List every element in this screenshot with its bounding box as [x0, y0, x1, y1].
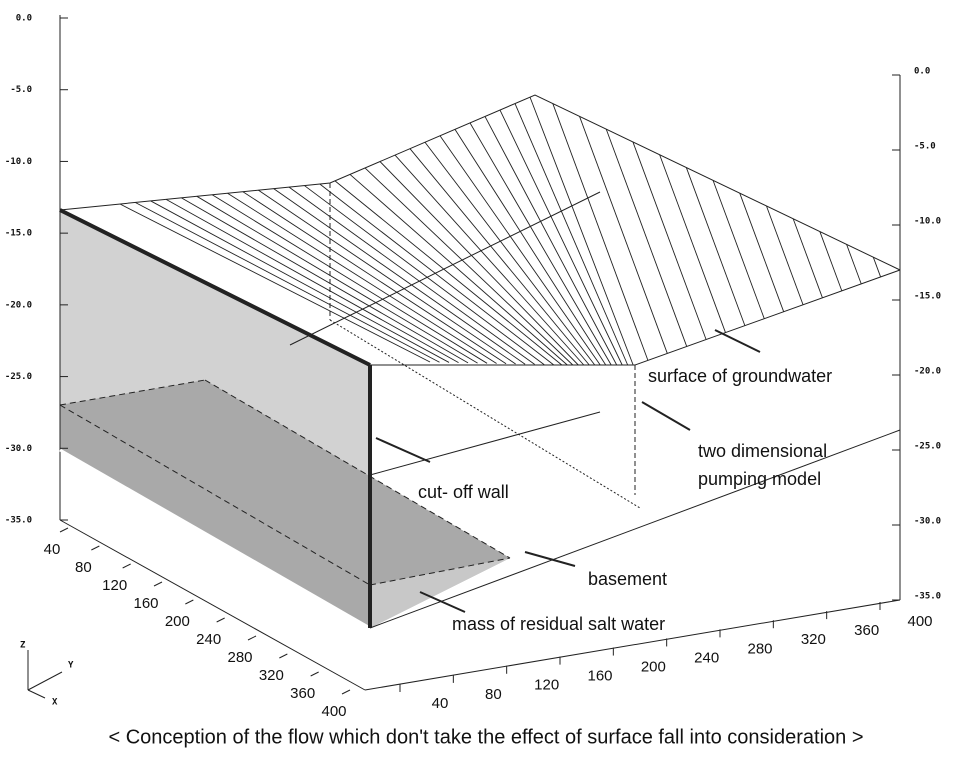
tick-label: 240 — [694, 649, 719, 666]
stripe — [335, 181, 562, 365]
icon-axis — [28, 672, 62, 690]
tick-label: -10.0 — [914, 217, 941, 227]
inner-line — [370, 412, 600, 475]
tick-label: 120 — [102, 577, 127, 594]
stripe — [500, 110, 622, 365]
tick-label: 200 — [641, 659, 666, 676]
annotation: surface of groundwater — [648, 366, 832, 386]
surface-back — [60, 95, 900, 270]
tick-mark — [311, 672, 319, 676]
stripe — [320, 184, 554, 365]
orient-z: Z — [20, 641, 26, 651]
tick-mark — [185, 600, 193, 604]
tick-label: -30.0 — [914, 517, 941, 527]
tick-label: 0.0 — [16, 14, 32, 24]
tick-label: 160 — [587, 668, 612, 685]
annotation: pumping model — [698, 469, 821, 489]
tick-label: -5.0 — [914, 142, 936, 152]
stripe — [350, 174, 567, 365]
arrow — [376, 438, 430, 462]
annotation: mass of residual salt water — [452, 614, 665, 634]
arrow — [642, 402, 690, 430]
stripe — [470, 123, 611, 365]
stripe — [395, 155, 584, 365]
tick-label: -35.0 — [914, 592, 941, 602]
tick-label: 320 — [801, 631, 826, 648]
tick-label: -25.0 — [914, 442, 941, 452]
tick-label: 360 — [290, 685, 315, 702]
tick-label: 40 — [432, 695, 449, 712]
tick-label: -15.0 — [5, 229, 32, 239]
orient-x: X — [52, 698, 58, 708]
tick-label: -20.0 — [914, 367, 941, 377]
tick-label: 280 — [747, 640, 772, 657]
tick-label: 0.0 — [914, 67, 930, 77]
tick-label: -10.0 — [5, 157, 32, 167]
tick-label: 200 — [165, 613, 190, 630]
tick-label: 80 — [485, 686, 502, 703]
annotation: basement — [588, 569, 667, 589]
tick-mark — [342, 690, 350, 694]
stripe — [289, 187, 535, 364]
orient-y: Y — [68, 661, 74, 671]
tick-label: 240 — [196, 631, 221, 648]
tick-mark — [217, 618, 225, 622]
tick-mark — [154, 582, 162, 586]
tick-mark — [123, 564, 131, 568]
annotation: two dimensional — [698, 441, 827, 461]
caption: < Conception of the flow which don't tak… — [108, 726, 863, 748]
tick-label: -20.0 — [5, 300, 32, 310]
tick-label: 400 — [907, 613, 932, 630]
tick-label: 80 — [75, 559, 92, 576]
tick-mark — [248, 636, 256, 640]
tick-label: 280 — [227, 649, 252, 666]
tick-label: -30.0 — [5, 444, 32, 454]
tick-label: 320 — [259, 667, 284, 684]
tick-label: -15.0 — [914, 292, 941, 302]
arrow — [715, 330, 760, 352]
tick-label: 400 — [321, 703, 346, 720]
tick-label: 360 — [854, 622, 879, 639]
diagram: 0.0 -5.0 -10.0 -15.0 -20.0 -25.0 -30.0 -35.0 0.0… — [0, 0, 973, 756]
tick-label: 160 — [133, 595, 158, 612]
scene — [28, 15, 900, 698]
orientation-icon — [28, 650, 62, 698]
tick-mark — [279, 654, 287, 658]
tick-label: -5.0 — [10, 85, 32, 95]
tick-label: -25.0 — [5, 372, 32, 382]
icon-axis — [28, 690, 45, 698]
tick-label: 40 — [44, 541, 61, 558]
tick-mark — [91, 546, 99, 550]
annotation: cut- off wall — [418, 482, 509, 502]
tick-label: -35.0 — [5, 516, 32, 526]
tick-mark — [60, 528, 68, 532]
tick-label: 120 — [534, 677, 559, 694]
